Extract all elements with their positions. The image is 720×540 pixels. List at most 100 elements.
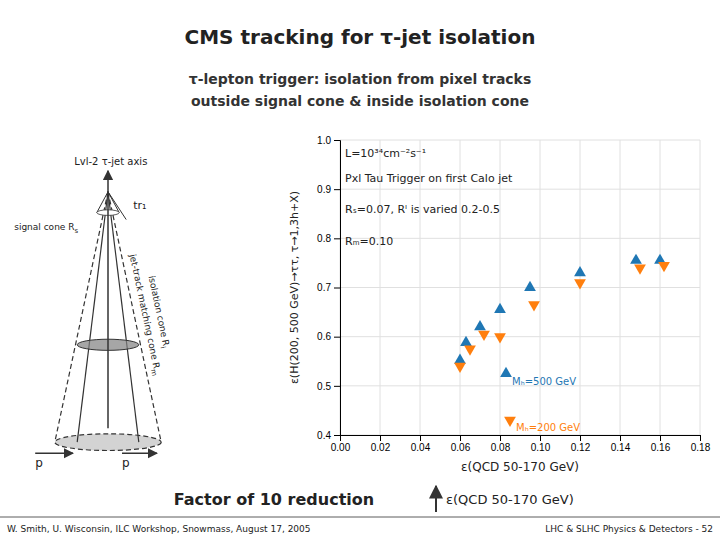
diagram-label: tr₁ — [133, 199, 146, 212]
x-tick-mark — [540, 435, 541, 441]
callout: ε(QCD 50-170 GeV) — [446, 492, 574, 507]
x-tick: 0.04 — [411, 435, 431, 453]
x-tick: 0.12 — [571, 435, 591, 453]
point — [574, 279, 586, 289]
x-tick-label: 0.02 — [371, 442, 391, 453]
subtitle: outside signal cone & inside isolation c… — [191, 93, 529, 109]
annotation: Pxl Tau Trigger on first Calo jet — [345, 172, 513, 185]
x-tick-mark — [500, 435, 501, 441]
x-tick-label: 0.14 — [611, 442, 631, 453]
footer: LHC & SLHC Physics & Detectors - 52 — [545, 524, 713, 534]
callout: Factor of 10 reduction — [174, 490, 374, 509]
cone-label-sub: i — [159, 346, 167, 350]
x-tick-mark — [460, 435, 461, 441]
x-axis: 0.000.020.040.060.080.100.120.140.160.18 — [331, 435, 711, 453]
x-tick-label: 0.08 — [491, 442, 511, 453]
cone-label: isolation cone Ri — [144, 275, 172, 350]
footer: W. Smith, U. Wisconsin, ILC Workshop, Sn… — [7, 524, 311, 534]
grid-line-y — [340, 336, 700, 337]
x-tick: 0.06 — [451, 435, 471, 453]
y-tick-mark — [334, 386, 340, 387]
y-tick-mark — [334, 288, 340, 289]
diagram-line — [108, 192, 161, 442]
point — [494, 333, 506, 343]
series-label: Mₕ=500 GeV — [512, 376, 576, 387]
diagram-label-text: signal cone R — [14, 221, 74, 231]
point — [658, 262, 670, 272]
point — [524, 281, 536, 291]
footer-divider — [0, 517, 720, 518]
grid-line-y — [340, 189, 700, 190]
point — [478, 331, 490, 341]
annotation: Rₛ=0.07, Rᴵ is varied 0.2-0.5 — [345, 203, 500, 216]
series-label: Mₕ=200 GeV — [516, 422, 580, 433]
diagram-label: Lvl-2 τ-jet axis — [74, 156, 147, 167]
x-tick: 0.10 — [531, 435, 551, 453]
x-axis-line — [341, 436, 701, 442]
y-tick-label: 0.7 — [317, 282, 331, 293]
diagram-line — [108, 192, 126, 220]
x-tick: 0.08 — [491, 435, 511, 453]
grid-line-y — [340, 238, 700, 239]
grid-line-y — [340, 140, 700, 141]
y-axis: 0.4 0.5 0.6 0.7 0.8 0.9 1.0 — [317, 135, 340, 441]
diagram-arrow — [122, 453, 157, 455]
point — [630, 254, 642, 264]
x-tick: 0.02 — [371, 435, 391, 453]
subtitle: τ-lepton trigger: isolation from pixel t… — [189, 71, 532, 87]
x-tick: 0.18 — [691, 435, 711, 453]
y-tick: 1.0 — [317, 135, 340, 146]
points — [454, 254, 670, 427]
x-tick-mark — [420, 435, 421, 441]
point — [474, 320, 486, 330]
point — [528, 301, 540, 311]
point — [494, 303, 506, 313]
diagram-label: p — [122, 456, 130, 470]
y-axis-line — [334, 141, 341, 436]
y-tick: 0.7 — [317, 282, 340, 293]
y-tick: 0.6 — [317, 331, 340, 342]
y-tick-mark — [334, 238, 340, 239]
point — [500, 367, 512, 377]
point — [454, 353, 466, 363]
point — [574, 266, 586, 276]
point — [634, 264, 646, 274]
callout-arrow — [435, 486, 437, 512]
diagram-label-sub: s — [74, 226, 78, 234]
diagram-line — [77, 192, 108, 442]
y-axis-title: ε(H(200, 500 GeV)→ττ, τ→1,3h+X) — [288, 191, 301, 384]
x-tick-mark — [660, 435, 661, 441]
y-tick: 0.5 — [317, 381, 340, 392]
point — [464, 346, 476, 356]
x-tick: 0.00 — [331, 435, 351, 453]
diagram-label: signal cone Rs — [14, 221, 78, 234]
x-tick-mark — [580, 435, 581, 441]
x-tick-mark — [620, 435, 621, 441]
grid — [340, 140, 700, 435]
y-tick: 0.8 — [317, 233, 340, 244]
x-tick-label: 0.12 — [571, 442, 591, 453]
title: CMS tracking for τ-jet isolation — [185, 25, 536, 49]
grid-line-y — [340, 287, 700, 288]
point — [454, 363, 466, 373]
y-tick: 0.9 — [317, 184, 340, 195]
y-tick-mark — [334, 435, 340, 436]
y-tick-mark — [334, 140, 340, 141]
series — [454, 262, 670, 427]
diagram-arrow — [35, 453, 73, 455]
x-tick-label: 0.04 — [411, 442, 431, 453]
point — [460, 336, 472, 346]
cone-label-sub: m — [149, 368, 158, 377]
x-tick-label: 0.10 — [531, 442, 551, 453]
x-tick-label: 0.06 — [451, 442, 471, 453]
annotation: Rₘ=0.10 — [345, 235, 393, 248]
x-axis-title: ε(QCD 50-170 GeV) — [461, 460, 579, 474]
series — [454, 254, 666, 377]
x-tick-label: 0.18 — [691, 442, 711, 453]
x-tick-mark — [380, 435, 381, 441]
y-tick-label: 0.4 — [317, 430, 331, 441]
x-tick-mark — [700, 435, 701, 441]
diagram-line — [108, 192, 139, 442]
x-tick-label: 0.00 — [331, 442, 351, 453]
y-tick-label: 0.5 — [317, 381, 331, 392]
